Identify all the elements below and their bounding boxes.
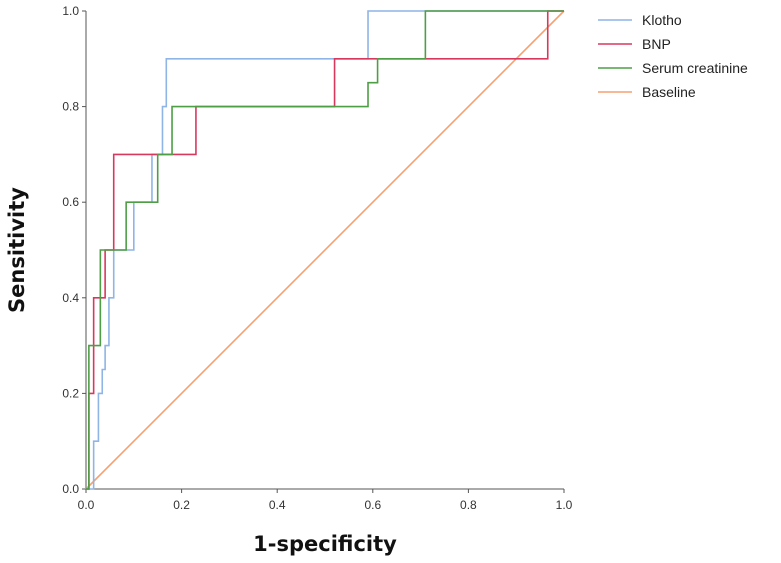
x-axis-title: 1-specificity [253, 532, 397, 556]
y-tick-label: 0.2 [62, 386, 79, 400]
series-line-baseline [85, 10, 565, 490]
legend-label-klotho: Klotho [642, 12, 682, 28]
series-layer [85, 10, 565, 490]
y-axis-title: Sensitivity [5, 187, 29, 313]
y-tick-label: 1.0 [62, 4, 79, 18]
y-tick-label: 0.4 [62, 291, 79, 305]
legend-label-baseline: Baseline [642, 84, 696, 100]
series-line-klotho [86, 10, 564, 490]
x-tick-label: 0.2 [173, 498, 190, 512]
series-line-bnp [86, 10, 564, 490]
x-tick-label: 0.6 [364, 498, 381, 512]
legend-label-serum-creatinine: Serum creatinine [642, 60, 748, 76]
x-tick-label: 0.0 [78, 498, 95, 512]
legend-label-bnp: BNP [642, 36, 671, 52]
legend: Klotho BNP Serum creatinine Baseline [598, 12, 748, 100]
x-tick-label: 0.4 [269, 498, 286, 512]
y-tick-label: 0.6 [62, 195, 79, 209]
x-axis-ticks: 0.0 0.2 0.4 0.6 0.8 1.0 [78, 489, 573, 512]
series-line-serum-creatinine [86, 10, 564, 490]
y-axis-ticks: 0.0 0.2 0.4 0.6 0.8 1.0 [62, 4, 86, 496]
y-tick-label: 0.8 [62, 100, 79, 114]
x-tick-label: 0.8 [460, 498, 477, 512]
axes [85, 11, 564, 490]
y-tick-label: 0.0 [62, 482, 79, 496]
x-tick-label: 1.0 [556, 498, 573, 512]
